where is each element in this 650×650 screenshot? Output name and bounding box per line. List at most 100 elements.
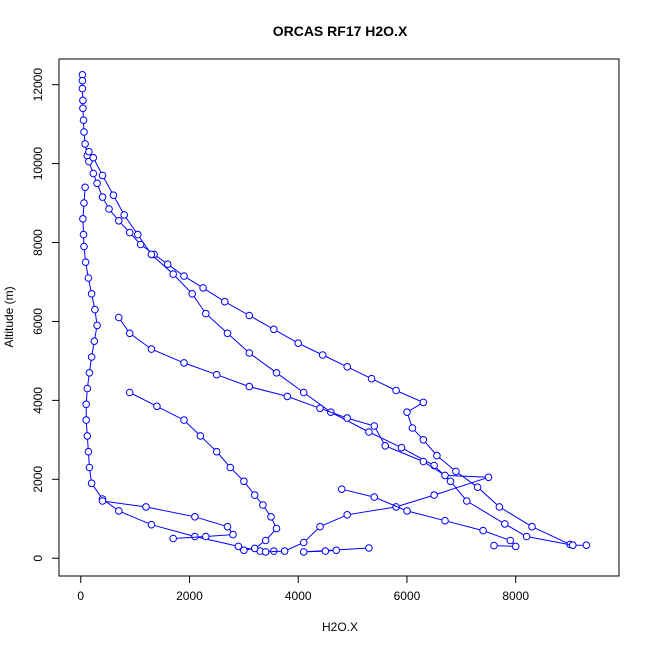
x-tick-label: 0 [77, 589, 84, 603]
data-point [223, 329, 232, 338]
data-point [79, 230, 88, 239]
data-point [223, 522, 232, 531]
data-point [452, 467, 460, 476]
data-point [180, 359, 188, 367]
x-tick-label: 2000 [176, 589, 203, 603]
data-point [87, 290, 96, 298]
data-point [196, 432, 205, 440]
data-point [191, 532, 199, 541]
data-point [91, 305, 99, 314]
data-point [80, 242, 88, 251]
x-axis: 0 2000 4000 6000 8000 [77, 575, 529, 603]
x-tick-label: 8000 [502, 589, 529, 603]
series-line [88, 151, 587, 546]
data-series [85, 147, 591, 550]
data-point [169, 270, 177, 278]
data-point [83, 384, 92, 393]
data-point [81, 258, 90, 267]
data-point [299, 548, 308, 556]
y-tick-label: 4000 [31, 387, 45, 414]
y-tick-label: 0 [31, 555, 45, 562]
data-point [522, 532, 531, 541]
data-point [240, 546, 248, 555]
data-point [147, 250, 156, 259]
data-point [80, 128, 88, 136]
data-point [84, 447, 93, 456]
data-point [299, 388, 308, 397]
data-point [316, 522, 324, 531]
data-point [397, 443, 406, 452]
data-series [79, 183, 278, 555]
data-point [120, 211, 128, 219]
data-point [484, 473, 493, 482]
data-point [226, 463, 235, 472]
data-point [136, 240, 145, 249]
data-point [261, 548, 270, 556]
data-point [316, 404, 324, 413]
data-point [403, 507, 411, 515]
data-point [441, 516, 449, 525]
data-series [115, 313, 493, 556]
data-point [98, 497, 107, 505]
data-point [85, 147, 93, 156]
data-point [446, 477, 455, 486]
data-point [365, 428, 373, 436]
data-point [506, 536, 515, 545]
data-point [294, 339, 303, 348]
data-point [321, 547, 330, 555]
data-point [191, 513, 199, 521]
data-point [408, 424, 417, 432]
data-point [234, 542, 243, 551]
data-point [245, 382, 254, 391]
chart-title: ORCAS RF17 H2O.X [273, 23, 408, 39]
data-point [370, 493, 379, 501]
data-point [419, 398, 428, 407]
data-point [125, 329, 134, 338]
series-line [118, 317, 489, 553]
data-point [79, 215, 87, 223]
data-point [403, 408, 411, 417]
series-line [102, 500, 234, 539]
data-point [125, 388, 134, 397]
data-point [582, 541, 591, 550]
data-point [142, 503, 150, 511]
data-point [153, 402, 161, 411]
data-point [180, 416, 188, 424]
data-point [473, 483, 482, 492]
data-point [90, 337, 99, 346]
x-tick-label: 6000 [394, 589, 421, 603]
data-point [267, 513, 275, 521]
data-point [245, 349, 254, 357]
data-point [392, 386, 400, 395]
data-point [463, 497, 471, 505]
data-point [270, 325, 278, 334]
data-point [163, 260, 172, 269]
y-axis: 0 2000 4000 6000 8000 10000 12000 [31, 68, 60, 562]
data-point [93, 179, 101, 188]
data-point [221, 297, 229, 306]
data-point [343, 363, 352, 371]
y-tick-label: 6000 [31, 308, 45, 335]
data-point [441, 471, 449, 480]
data-point [272, 524, 281, 533]
data-point [569, 541, 577, 550]
data-point [79, 96, 87, 105]
data-point [188, 290, 196, 298]
series-layer [78, 71, 591, 556]
data-point [109, 191, 118, 199]
data-point [337, 485, 346, 494]
data-point [259, 501, 267, 509]
data-point [115, 313, 123, 322]
series-line [81, 74, 571, 545]
data-point [495, 503, 504, 511]
data-point [250, 544, 259, 553]
data-point [125, 228, 134, 237]
data-point [381, 442, 390, 450]
data-series [299, 544, 373, 556]
data-point [98, 193, 107, 201]
data-point [87, 479, 96, 488]
data-point [115, 217, 123, 225]
data-point [283, 392, 292, 401]
data-series [78, 71, 574, 549]
